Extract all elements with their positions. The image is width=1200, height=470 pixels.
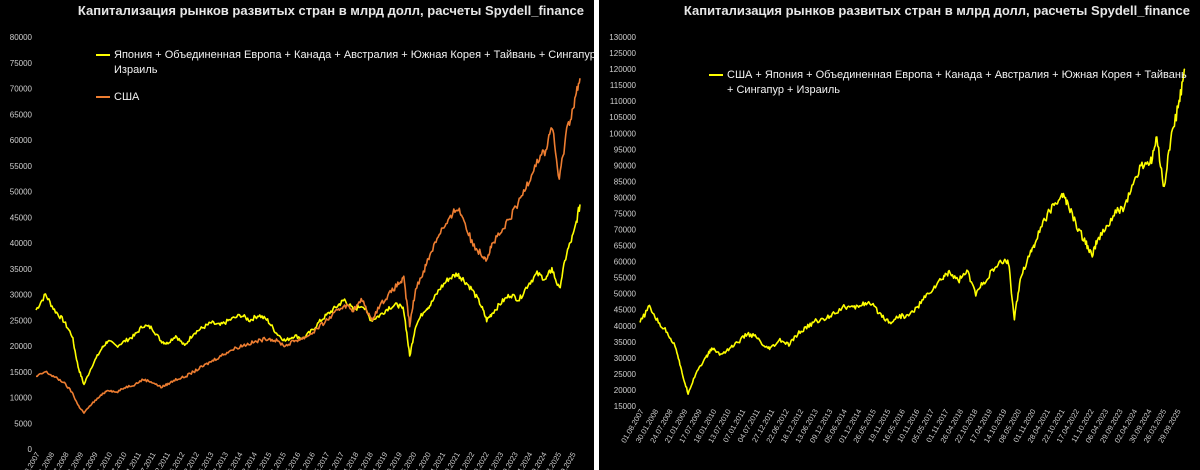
y-tick-label: 40000 [614,322,637,331]
y-tick-label: 65000 [10,110,33,119]
y-tick-label: 35000 [614,338,637,347]
y-tick-label: 30000 [10,291,33,300]
y-tick-label: 25000 [614,370,637,379]
left-chart-panel: Капитализация рынков развитых стран в мл… [0,0,594,470]
y-tick-label: 120000 [609,65,636,74]
right-chart-panel: Капитализация рынков развитых стран в мл… [599,0,1200,470]
legend-label: США + Япония + Объединенная Европа + Кан… [727,69,1187,96]
y-tick-label: 55000 [614,274,637,283]
y-tick-label: 60000 [10,136,33,145]
left-chart: 0 5000 10000 15000 20000 25000 30000 35000 40000… [10,33,594,470]
series-line-2 [36,78,581,414]
y-tick-label: 80000 [614,193,637,202]
y-tick-label: 0 [28,445,33,454]
y-tick-label: 15000 [10,368,33,377]
legend-label: США [114,91,140,103]
y-tick-label: 90000 [614,161,637,170]
y-tick-label: 35000 [10,265,33,274]
y-tick-label: 70000 [614,226,637,235]
y-tick-label: 60000 [614,258,637,267]
y-tick-label: 110000 [610,97,637,106]
y-tick-label: 45000 [614,306,637,315]
y-tick-label: 5000 [14,419,32,428]
y-tick-label: 100000 [609,129,636,138]
y-tick-label: 85000 [614,177,637,186]
y-tick-label: 10000 [10,394,33,403]
legend-label: Япония + Объединенная Европа + Канада + … [114,49,594,76]
y-tick-label: 50000 [614,290,637,299]
y-tick-label: 105000 [609,113,636,122]
y-tick-label: 70000 [10,85,33,94]
chart-title: Капитализация рынков развитых стран в мл… [683,3,1190,18]
y-tick-label: 65000 [614,242,637,251]
y-tick-label: 20000 [614,386,637,395]
right-chart: 15000 20000 25000 30000 35000 40000 45000 50000… [609,33,1187,445]
y-tick-label: 55000 [10,162,33,171]
y-tick-label: 130000 [609,33,636,42]
y-tick-label: 25000 [10,316,33,325]
series-line-1 [639,68,1186,396]
y-tick-label: 50000 [10,188,33,197]
y-tick-label: 45000 [10,213,33,222]
y-tick-label: 95000 [614,145,637,154]
series-line-1 [35,204,581,386]
y-tick-label: 75000 [10,59,33,68]
chart-title: Капитализация рынков развитых стран в мл… [77,3,584,18]
y-tick-label: 75000 [614,209,637,218]
y-tick-label: 80000 [10,33,33,42]
y-tick-label: 125000 [609,49,636,58]
y-tick-label: 30000 [614,354,637,363]
y-tick-label: 15000 [614,402,637,411]
y-tick-label: 20000 [10,342,33,351]
y-tick-label: 115000 [610,81,637,90]
y-tick-label: 40000 [10,239,33,248]
